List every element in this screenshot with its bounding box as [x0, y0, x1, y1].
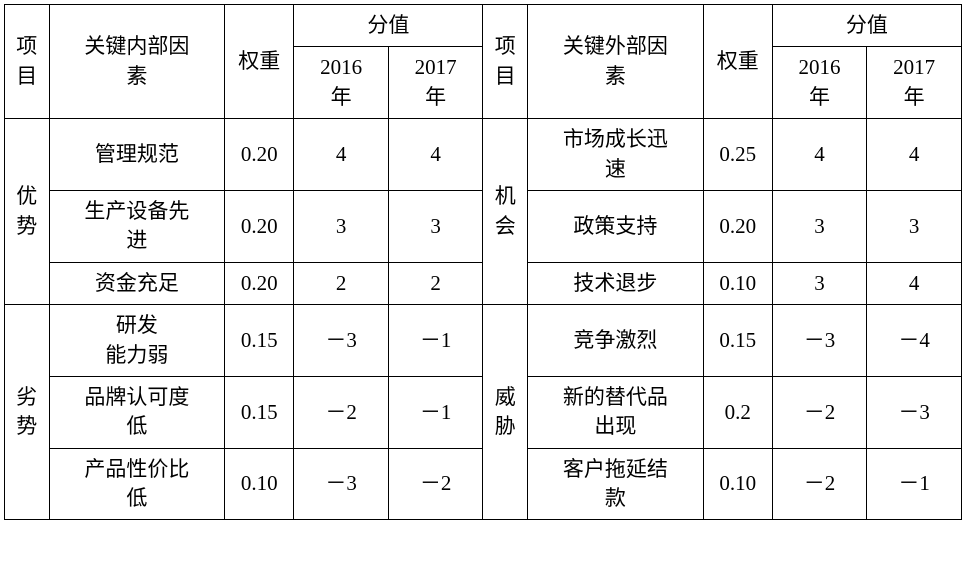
cell-weight: 0.20 [225, 262, 294, 304]
category-weakness: 劣势 [5, 305, 50, 520]
cell-2016: 3 [772, 190, 867, 262]
header-2016-left: 2016年 [294, 47, 389, 119]
category-opportunity: 机会 [483, 119, 528, 305]
cell-factor: 竞争激烈 [527, 305, 703, 377]
header-weight-left: 权重 [225, 5, 294, 119]
cell-weight: 0.20 [703, 190, 772, 262]
cell-2016: －3 [772, 305, 867, 377]
cell-2016: 4 [294, 119, 389, 191]
cell-weight: 0.15 [703, 305, 772, 377]
cell-weight: 0.2 [703, 376, 772, 448]
header-project-left: 项目 [5, 5, 50, 119]
cell-2016: －2 [772, 376, 867, 448]
cell-2016: 3 [294, 190, 389, 262]
header-2017-right: 2017年 [867, 47, 962, 119]
category-threat: 威胁 [483, 305, 528, 520]
cell-2017: 4 [388, 119, 483, 191]
cell-weight: 0.20 [225, 190, 294, 262]
cell-factor: 管理规范 [49, 119, 225, 191]
cell-factor: 技术退步 [527, 262, 703, 304]
cell-2017: －1 [867, 448, 962, 520]
cell-2017: 4 [867, 262, 962, 304]
cell-factor: 市场成长迅速 [527, 119, 703, 191]
header-2016-right: 2016年 [772, 47, 867, 119]
cell-factor: 产品性价比低 [49, 448, 225, 520]
cell-2016: －3 [294, 305, 389, 377]
cell-factor: 客户拖延结款 [527, 448, 703, 520]
cell-weight: 0.20 [225, 119, 294, 191]
cell-2017: －3 [867, 376, 962, 448]
cell-2017: －1 [388, 305, 483, 377]
cell-weight: 0.10 [225, 448, 294, 520]
header-external-factor: 关键外部因素 [527, 5, 703, 119]
cell-2017: －2 [388, 448, 483, 520]
category-strength: 优势 [5, 119, 50, 305]
cell-2017: 3 [388, 190, 483, 262]
cell-2016: 3 [772, 262, 867, 304]
header-score-right: 分值 [772, 5, 961, 47]
header-score-left: 分值 [294, 5, 483, 47]
cell-2017: 4 [867, 119, 962, 191]
cell-factor: 生产设备先进 [49, 190, 225, 262]
header-internal-factor: 关键内部因素 [49, 5, 225, 119]
header-weight-right: 权重 [703, 5, 772, 119]
cell-weight: 0.10 [703, 448, 772, 520]
cell-weight: 0.15 [225, 305, 294, 377]
cell-weight: 0.10 [703, 262, 772, 304]
cell-2017: －4 [867, 305, 962, 377]
cell-2017: 3 [867, 190, 962, 262]
cell-factor: 政策支持 [527, 190, 703, 262]
cell-2016: －3 [294, 448, 389, 520]
cell-2016: 4 [772, 119, 867, 191]
cell-2017: －1 [388, 376, 483, 448]
cell-factor: 新的替代品出现 [527, 376, 703, 448]
cell-factor: 研发能力弱 [49, 305, 225, 377]
header-project-right: 项目 [483, 5, 528, 119]
cell-2016: －2 [772, 448, 867, 520]
swot-table: 项目 关键内部因素 权重 分值 项目 关键外部因素 权重 分值 2016年 20… [4, 4, 962, 520]
cell-2016: 2 [294, 262, 389, 304]
cell-weight: 0.15 [225, 376, 294, 448]
cell-2017: 2 [388, 262, 483, 304]
header-2017-left: 2017年 [388, 47, 483, 119]
cell-2016: －2 [294, 376, 389, 448]
cell-factor: 资金充足 [49, 262, 225, 304]
cell-factor: 品牌认可度低 [49, 376, 225, 448]
cell-weight: 0.25 [703, 119, 772, 191]
